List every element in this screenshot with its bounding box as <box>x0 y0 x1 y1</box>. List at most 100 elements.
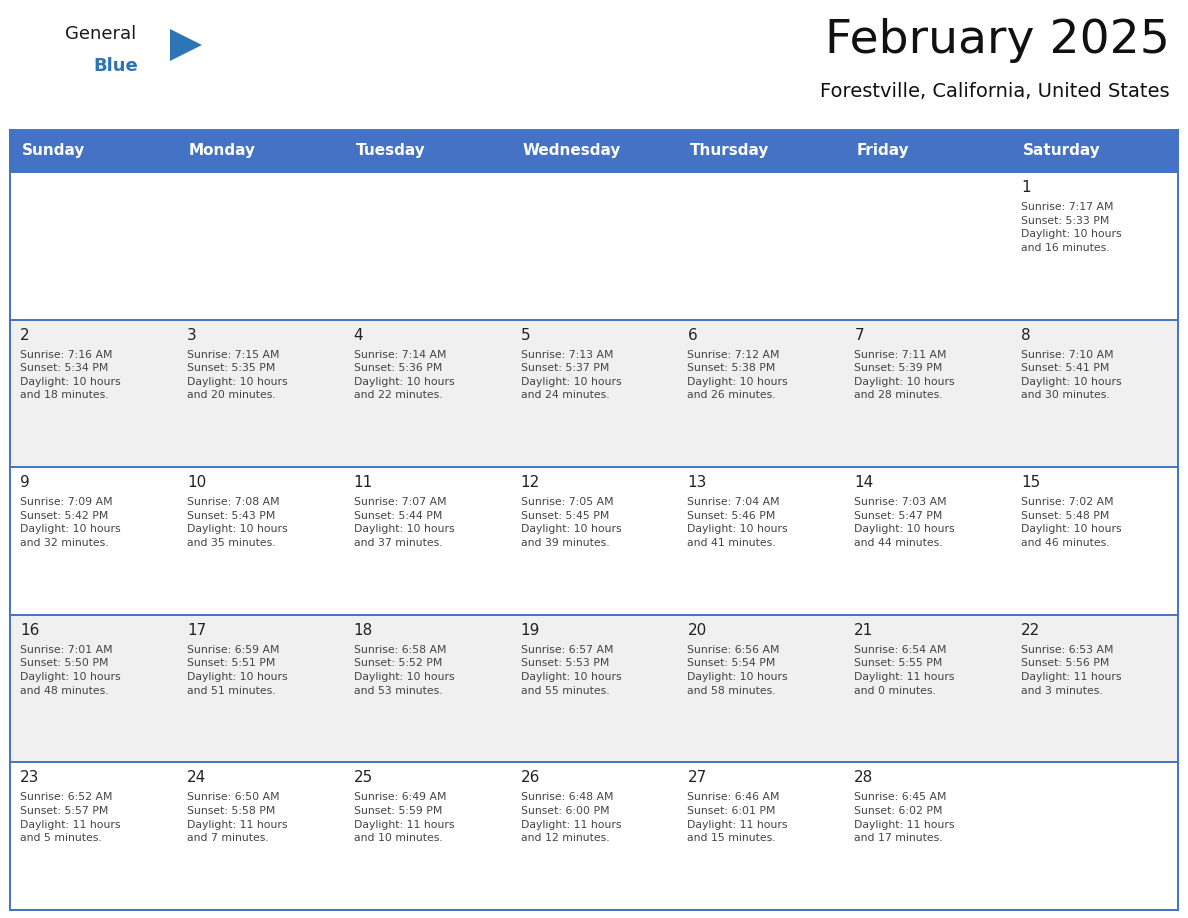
Text: Sunrise: 7:02 AM
Sunset: 5:48 PM
Daylight: 10 hours
and 46 minutes.: Sunrise: 7:02 AM Sunset: 5:48 PM Dayligh… <box>1022 498 1121 548</box>
Bar <box>511 172 677 319</box>
Text: Sunrise: 7:08 AM
Sunset: 5:43 PM
Daylight: 10 hours
and 35 minutes.: Sunrise: 7:08 AM Sunset: 5:43 PM Dayligh… <box>187 498 287 548</box>
Text: 15: 15 <box>1022 476 1041 490</box>
Text: Sunrise: 7:07 AM
Sunset: 5:44 PM
Daylight: 10 hours
and 37 minutes.: Sunrise: 7:07 AM Sunset: 5:44 PM Dayligh… <box>354 498 454 548</box>
Bar <box>177 130 343 172</box>
Text: Sunrise: 7:17 AM
Sunset: 5:33 PM
Daylight: 10 hours
and 16 minutes.: Sunrise: 7:17 AM Sunset: 5:33 PM Dayligh… <box>1022 202 1121 252</box>
Text: 16: 16 <box>20 622 39 638</box>
Text: Sunrise: 6:56 AM
Sunset: 5:54 PM
Daylight: 10 hours
and 58 minutes.: Sunrise: 6:56 AM Sunset: 5:54 PM Dayligh… <box>688 644 788 696</box>
Text: February 2025: February 2025 <box>826 18 1170 63</box>
Text: 9: 9 <box>20 476 30 490</box>
Text: Sunday: Sunday <box>23 143 86 159</box>
Text: 23: 23 <box>20 770 39 786</box>
Bar <box>10 763 177 910</box>
Bar <box>10 172 177 319</box>
Bar <box>177 467 343 615</box>
Text: Monday: Monday <box>189 143 255 159</box>
Text: 2: 2 <box>20 328 30 342</box>
Bar <box>10 319 177 467</box>
Text: Tuesday: Tuesday <box>355 143 425 159</box>
Bar <box>343 467 511 615</box>
Text: 7: 7 <box>854 328 864 342</box>
Text: 14: 14 <box>854 476 873 490</box>
Text: Sunrise: 7:15 AM
Sunset: 5:35 PM
Daylight: 10 hours
and 20 minutes.: Sunrise: 7:15 AM Sunset: 5:35 PM Dayligh… <box>187 350 287 400</box>
Text: 11: 11 <box>354 476 373 490</box>
Text: Thursday: Thursday <box>689 143 769 159</box>
Text: Friday: Friday <box>857 143 909 159</box>
Text: Sunrise: 7:03 AM
Sunset: 5:47 PM
Daylight: 10 hours
and 44 minutes.: Sunrise: 7:03 AM Sunset: 5:47 PM Dayligh… <box>854 498 955 548</box>
Bar <box>343 763 511 910</box>
Bar <box>511 467 677 615</box>
Text: 26: 26 <box>520 770 541 786</box>
Text: 4: 4 <box>354 328 364 342</box>
Text: Sunrise: 7:11 AM
Sunset: 5:39 PM
Daylight: 10 hours
and 28 minutes.: Sunrise: 7:11 AM Sunset: 5:39 PM Dayligh… <box>854 350 955 400</box>
Text: Sunrise: 6:46 AM
Sunset: 6:01 PM
Daylight: 11 hours
and 15 minutes.: Sunrise: 6:46 AM Sunset: 6:01 PM Dayligh… <box>688 792 788 844</box>
Text: 5: 5 <box>520 328 530 342</box>
Bar <box>343 615 511 763</box>
Text: Sunrise: 6:45 AM
Sunset: 6:02 PM
Daylight: 11 hours
and 17 minutes.: Sunrise: 6:45 AM Sunset: 6:02 PM Dayligh… <box>854 792 955 844</box>
Text: Sunrise: 7:04 AM
Sunset: 5:46 PM
Daylight: 10 hours
and 41 minutes.: Sunrise: 7:04 AM Sunset: 5:46 PM Dayligh… <box>688 498 788 548</box>
Text: 6: 6 <box>688 328 697 342</box>
Text: Sunrise: 7:12 AM
Sunset: 5:38 PM
Daylight: 10 hours
and 26 minutes.: Sunrise: 7:12 AM Sunset: 5:38 PM Dayligh… <box>688 350 788 400</box>
Bar <box>177 319 343 467</box>
Bar <box>677 172 845 319</box>
Text: Sunrise: 7:16 AM
Sunset: 5:34 PM
Daylight: 10 hours
and 18 minutes.: Sunrise: 7:16 AM Sunset: 5:34 PM Dayligh… <box>20 350 121 400</box>
Text: Sunrise: 6:53 AM
Sunset: 5:56 PM
Daylight: 11 hours
and 3 minutes.: Sunrise: 6:53 AM Sunset: 5:56 PM Dayligh… <box>1022 644 1121 696</box>
Bar <box>677 130 845 172</box>
Text: Sunrise: 6:48 AM
Sunset: 6:00 PM
Daylight: 11 hours
and 12 minutes.: Sunrise: 6:48 AM Sunset: 6:00 PM Dayligh… <box>520 792 621 844</box>
Text: 27: 27 <box>688 770 707 786</box>
Bar <box>845 172 1011 319</box>
Text: 17: 17 <box>187 622 206 638</box>
Text: 24: 24 <box>187 770 206 786</box>
Bar <box>677 319 845 467</box>
Text: Sunrise: 6:58 AM
Sunset: 5:52 PM
Daylight: 10 hours
and 53 minutes.: Sunrise: 6:58 AM Sunset: 5:52 PM Dayligh… <box>354 644 454 696</box>
Text: Forestville, California, United States: Forestville, California, United States <box>821 82 1170 101</box>
Text: 25: 25 <box>354 770 373 786</box>
Bar <box>177 172 343 319</box>
Text: Sunrise: 6:54 AM
Sunset: 5:55 PM
Daylight: 11 hours
and 0 minutes.: Sunrise: 6:54 AM Sunset: 5:55 PM Dayligh… <box>854 644 955 696</box>
Text: 3: 3 <box>187 328 196 342</box>
Polygon shape <box>170 29 202 61</box>
Bar <box>677 763 845 910</box>
Text: Sunrise: 6:49 AM
Sunset: 5:59 PM
Daylight: 11 hours
and 10 minutes.: Sunrise: 6:49 AM Sunset: 5:59 PM Dayligh… <box>354 792 454 844</box>
Bar <box>845 319 1011 467</box>
Text: Sunrise: 7:05 AM
Sunset: 5:45 PM
Daylight: 10 hours
and 39 minutes.: Sunrise: 7:05 AM Sunset: 5:45 PM Dayligh… <box>520 498 621 548</box>
Bar <box>10 467 177 615</box>
Text: Sunrise: 7:13 AM
Sunset: 5:37 PM
Daylight: 10 hours
and 24 minutes.: Sunrise: 7:13 AM Sunset: 5:37 PM Dayligh… <box>520 350 621 400</box>
Text: 8: 8 <box>1022 328 1031 342</box>
Bar <box>1011 130 1178 172</box>
Bar <box>845 763 1011 910</box>
Bar <box>177 763 343 910</box>
Text: Sunrise: 6:57 AM
Sunset: 5:53 PM
Daylight: 10 hours
and 55 minutes.: Sunrise: 6:57 AM Sunset: 5:53 PM Dayligh… <box>520 644 621 696</box>
Text: 21: 21 <box>854 622 873 638</box>
Bar <box>343 130 511 172</box>
Bar <box>1011 615 1178 763</box>
Bar <box>1011 172 1178 319</box>
Bar <box>10 615 177 763</box>
Bar <box>511 130 677 172</box>
Text: 1: 1 <box>1022 180 1031 195</box>
Bar <box>177 615 343 763</box>
Text: Wednesday: Wednesday <box>523 143 621 159</box>
Text: Blue: Blue <box>93 57 138 75</box>
Text: General: General <box>65 25 137 43</box>
Bar <box>1011 467 1178 615</box>
Bar <box>511 763 677 910</box>
Text: Sunrise: 7:14 AM
Sunset: 5:36 PM
Daylight: 10 hours
and 22 minutes.: Sunrise: 7:14 AM Sunset: 5:36 PM Dayligh… <box>354 350 454 400</box>
Text: 28: 28 <box>854 770 873 786</box>
Text: Sunrise: 6:59 AM
Sunset: 5:51 PM
Daylight: 10 hours
and 51 minutes.: Sunrise: 6:59 AM Sunset: 5:51 PM Dayligh… <box>187 644 287 696</box>
Text: 22: 22 <box>1022 622 1041 638</box>
Text: Sunrise: 6:50 AM
Sunset: 5:58 PM
Daylight: 11 hours
and 7 minutes.: Sunrise: 6:50 AM Sunset: 5:58 PM Dayligh… <box>187 792 287 844</box>
Bar <box>677 467 845 615</box>
Text: 20: 20 <box>688 622 707 638</box>
Text: Sunrise: 7:09 AM
Sunset: 5:42 PM
Daylight: 10 hours
and 32 minutes.: Sunrise: 7:09 AM Sunset: 5:42 PM Dayligh… <box>20 498 121 548</box>
Text: Sunrise: 6:52 AM
Sunset: 5:57 PM
Daylight: 11 hours
and 5 minutes.: Sunrise: 6:52 AM Sunset: 5:57 PM Dayligh… <box>20 792 120 844</box>
Bar <box>1011 319 1178 467</box>
Text: 19: 19 <box>520 622 541 638</box>
Text: Sunrise: 7:10 AM
Sunset: 5:41 PM
Daylight: 10 hours
and 30 minutes.: Sunrise: 7:10 AM Sunset: 5:41 PM Dayligh… <box>1022 350 1121 400</box>
Bar <box>677 615 845 763</box>
Bar <box>845 615 1011 763</box>
Text: 18: 18 <box>354 622 373 638</box>
Bar <box>10 130 177 172</box>
Text: 12: 12 <box>520 476 539 490</box>
Bar <box>343 319 511 467</box>
